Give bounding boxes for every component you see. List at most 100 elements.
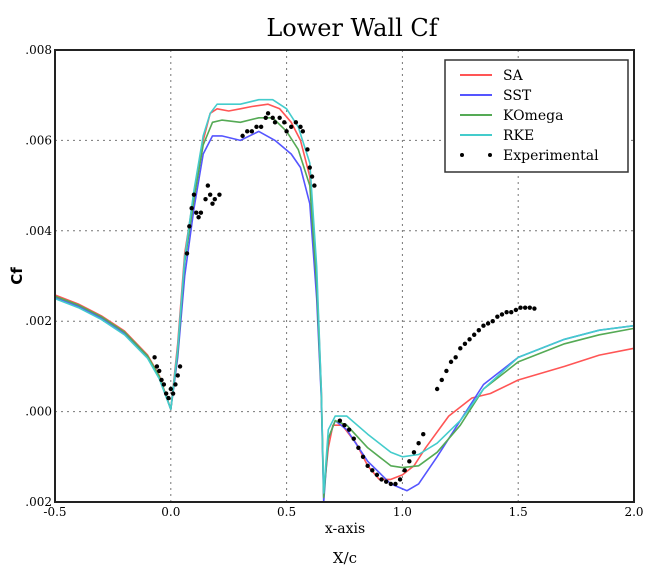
experimental-point bbox=[421, 432, 426, 437]
legend-label-rke: RKE bbox=[503, 128, 534, 144]
experimental-point bbox=[379, 477, 384, 482]
experimental-point bbox=[307, 165, 312, 170]
experimental-point bbox=[342, 422, 347, 428]
y-tick-label: .004 bbox=[25, 224, 52, 238]
y-axis-label: Cf bbox=[8, 267, 26, 285]
experimental-point bbox=[509, 309, 514, 315]
experimental-point bbox=[467, 337, 472, 342]
x-tick-label: 1.5 bbox=[509, 505, 528, 519]
experimental-point bbox=[240, 133, 245, 139]
experimental-point bbox=[532, 306, 537, 311]
experimental-point bbox=[207, 192, 213, 197]
experimental-point bbox=[152, 355, 157, 360]
experimental-point bbox=[518, 305, 523, 310]
x-axis-label: x-axis bbox=[325, 521, 365, 537]
experimental-point bbox=[184, 251, 190, 256]
experimental-point bbox=[170, 391, 176, 396]
legend-box bbox=[444, 59, 629, 173]
experimental-point bbox=[203, 196, 208, 202]
experimental-point bbox=[284, 129, 289, 134]
experimental-point bbox=[254, 124, 259, 130]
experimental-point bbox=[360, 454, 366, 459]
experimental-point bbox=[397, 477, 403, 482]
experimental-point bbox=[434, 386, 440, 392]
experimental-point bbox=[210, 201, 215, 206]
x-axis-subtitle: X/c bbox=[333, 549, 357, 567]
experimental-point bbox=[522, 305, 528, 310]
experimental-point bbox=[346, 427, 352, 432]
experimental-point bbox=[300, 129, 306, 134]
legend-swatch-experimental bbox=[488, 153, 492, 157]
experimental-point bbox=[411, 450, 417, 455]
experimental-point bbox=[166, 395, 171, 401]
experimental-point bbox=[277, 115, 282, 121]
experimental-point bbox=[205, 183, 211, 188]
experimental-point bbox=[270, 115, 275, 121]
y-tick-label: .002 bbox=[25, 314, 52, 328]
plot-frame bbox=[54, 49, 635, 503]
y-tick-label: .006 bbox=[25, 133, 52, 147]
experimental-point bbox=[161, 382, 167, 387]
experimental-point bbox=[499, 312, 505, 317]
experimental-point bbox=[198, 210, 204, 215]
experimental-point bbox=[407, 459, 412, 464]
experimental-point bbox=[298, 124, 303, 130]
experimental-point bbox=[439, 377, 444, 383]
experimental-point bbox=[402, 468, 407, 473]
experimental-point bbox=[485, 321, 491, 326]
experimental-point bbox=[309, 174, 315, 179]
experimental-point bbox=[173, 382, 178, 387]
y-tick-label: .008 bbox=[25, 43, 52, 57]
experimental-point bbox=[337, 418, 343, 423]
experimental-point bbox=[444, 368, 449, 374]
experimental-point bbox=[212, 196, 218, 202]
experimental-point bbox=[265, 111, 271, 116]
experimental-point bbox=[351, 436, 356, 441]
experimental-point bbox=[393, 481, 398, 487]
experimental-point bbox=[448, 359, 454, 365]
legend: SA SST KOmega RKE Experimental bbox=[444, 59, 629, 173]
experimental-point bbox=[471, 332, 477, 337]
series-line-komega bbox=[54, 117, 635, 499]
series-group bbox=[54, 98, 635, 503]
legend-label-sa: SA bbox=[503, 68, 524, 84]
legend-label-komega: KOmega bbox=[503, 108, 563, 124]
x-tick-label: 2.0 bbox=[624, 505, 643, 519]
experimental-point bbox=[383, 479, 389, 484]
legend-swatch-experimental bbox=[460, 153, 464, 157]
experimental-point bbox=[263, 115, 268, 121]
experimental-point bbox=[187, 224, 192, 229]
x-tick-label: 0.5 bbox=[277, 505, 296, 519]
experimental-point bbox=[289, 124, 294, 130]
experimental-point bbox=[513, 307, 519, 313]
experimental-point bbox=[527, 305, 532, 310]
y-tick-label: .000 bbox=[25, 405, 52, 419]
experimental-point bbox=[495, 314, 500, 319]
experimental-point bbox=[312, 183, 317, 188]
x-tick-label: 0.0 bbox=[161, 505, 180, 519]
experimental-point bbox=[189, 206, 194, 211]
experimental-point bbox=[305, 147, 310, 152]
experimental-point bbox=[159, 377, 164, 383]
experimental-point bbox=[217, 192, 222, 197]
experimental-point bbox=[490, 319, 495, 324]
series-line-rke bbox=[54, 98, 635, 494]
experimental-point bbox=[388, 481, 394, 487]
experimental-point bbox=[154, 364, 160, 369]
experimental-point bbox=[481, 323, 486, 328]
experimental-point bbox=[157, 368, 162, 374]
experimental-point bbox=[272, 120, 278, 125]
experimental-point bbox=[504, 309, 509, 315]
experimental-point bbox=[163, 391, 169, 396]
y-tick-label: .002 bbox=[25, 495, 52, 509]
experimental-point bbox=[282, 120, 287, 125]
legend-label-experimental: Experimental bbox=[503, 148, 599, 164]
experimental-point bbox=[177, 364, 183, 369]
experimental-point bbox=[196, 215, 201, 220]
experimental-point bbox=[453, 355, 458, 360]
experimental-point bbox=[365, 463, 370, 469]
grid bbox=[55, 50, 634, 502]
experimental-point bbox=[293, 120, 299, 125]
legend-label-sst: SST bbox=[503, 88, 532, 104]
